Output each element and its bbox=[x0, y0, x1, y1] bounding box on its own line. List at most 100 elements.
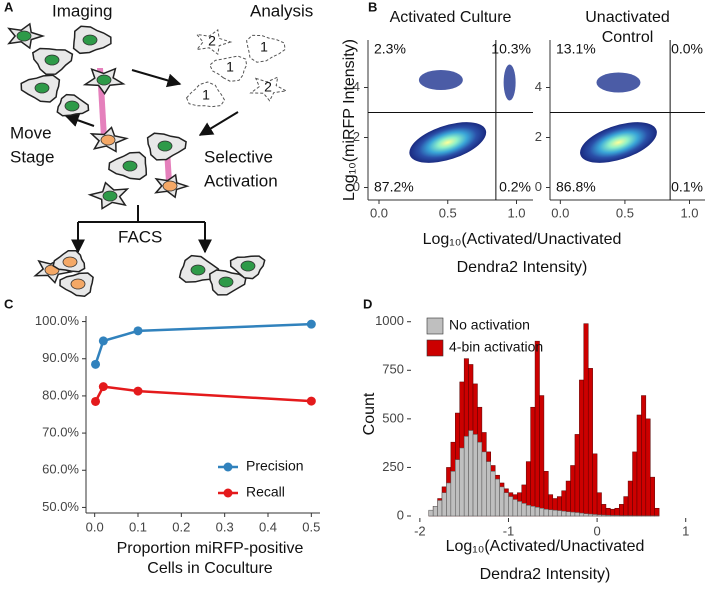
bar bbox=[614, 507, 620, 517]
y-axis-label: Log₁₀(miRFP Intensity) bbox=[341, 39, 358, 201]
cell-id: 2 bbox=[208, 33, 216, 49]
y-tick-label: 4 bbox=[535, 79, 542, 94]
bar bbox=[530, 406, 536, 517]
bar bbox=[610, 508, 616, 517]
quadrant-label: 87.2% bbox=[374, 179, 414, 195]
quadrant-label: 86.8% bbox=[556, 179, 596, 195]
density-cluster bbox=[503, 64, 516, 101]
bar bbox=[437, 500, 443, 517]
bar bbox=[534, 507, 540, 517]
bar bbox=[632, 451, 638, 517]
bar bbox=[463, 436, 469, 517]
bar bbox=[596, 492, 602, 517]
bar bbox=[579, 379, 585, 517]
bar bbox=[579, 512, 585, 517]
x-tick-label: 0.1 bbox=[129, 519, 147, 534]
series-line bbox=[94, 385, 312, 403]
bar bbox=[494, 478, 500, 517]
nucleus bbox=[157, 140, 173, 152]
step-label: Imaging bbox=[52, 1, 112, 20]
x-axis-label: Log₁₀(Activated/Unactivated bbox=[446, 538, 645, 555]
bar bbox=[570, 465, 576, 517]
y-tick-label: 2 bbox=[353, 129, 360, 144]
x-tick-label: 1.0 bbox=[507, 205, 525, 220]
bar bbox=[548, 509, 554, 517]
x-tick-label: 1 bbox=[682, 523, 689, 538]
bar bbox=[605, 507, 611, 517]
bar bbox=[574, 434, 580, 517]
chart-title: Unactivated bbox=[585, 9, 670, 26]
series-line bbox=[94, 322, 312, 365]
nucleus bbox=[96, 74, 112, 86]
bar bbox=[481, 451, 487, 517]
panel-label: A bbox=[4, 0, 14, 14]
panel-label: B bbox=[368, 0, 377, 14]
x-tick-label: 0.4 bbox=[259, 519, 277, 534]
bar bbox=[561, 510, 567, 517]
bar bbox=[650, 476, 655, 517]
panel-label: C bbox=[4, 296, 14, 311]
nucleus bbox=[82, 34, 98, 46]
x-tick-label: 0.3 bbox=[216, 519, 234, 534]
bar bbox=[486, 461, 492, 517]
bar bbox=[623, 496, 629, 517]
quadrant-label: 13.1% bbox=[556, 41, 596, 57]
x-tick-label: 0.5 bbox=[439, 205, 457, 220]
bar bbox=[490, 471, 496, 517]
y-tick-label: 60.0% bbox=[42, 462, 79, 477]
panel-label: D bbox=[363, 296, 372, 311]
bar bbox=[565, 511, 571, 517]
step-label: FACS bbox=[118, 227, 162, 246]
bar bbox=[583, 323, 589, 517]
x-tick-label: 0.0 bbox=[370, 205, 388, 220]
y-tick-label: 80.0% bbox=[42, 387, 79, 402]
bar bbox=[539, 507, 545, 517]
y-tick-label: 4 bbox=[353, 79, 360, 94]
bar bbox=[446, 482, 452, 517]
legend-label: Recall bbox=[246, 484, 285, 500]
bar bbox=[468, 430, 474, 517]
bar bbox=[627, 480, 633, 517]
analysis-outline bbox=[186, 81, 226, 108]
step-label: Stage bbox=[10, 147, 54, 166]
bar bbox=[587, 368, 593, 517]
x-tick-label: 0.2 bbox=[172, 519, 190, 534]
x-tick-label: -2 bbox=[414, 523, 426, 538]
bar bbox=[428, 509, 434, 517]
quadrant-label: 0.2% bbox=[499, 179, 531, 195]
y-tick-label: 1000 bbox=[375, 313, 404, 328]
bar bbox=[601, 514, 607, 517]
bar bbox=[596, 514, 602, 517]
bar bbox=[441, 492, 447, 517]
bar bbox=[543, 508, 549, 517]
bar bbox=[450, 471, 456, 517]
x-axis-label: Log₁₀(Activated/Unactivated bbox=[423, 231, 622, 248]
bar bbox=[459, 447, 465, 517]
point bbox=[98, 336, 108, 346]
analysis-outline bbox=[246, 34, 286, 63]
cell-id: 1 bbox=[260, 39, 268, 55]
bar bbox=[610, 515, 616, 517]
point bbox=[98, 382, 108, 392]
bar bbox=[508, 496, 514, 517]
bar bbox=[618, 504, 624, 517]
bar bbox=[587, 513, 593, 517]
quadrant-label: 0.1% bbox=[671, 179, 703, 195]
density-cluster bbox=[580, 122, 657, 163]
point bbox=[133, 326, 143, 336]
arrow bbox=[131, 69, 182, 88]
y-tick-label: 2 bbox=[535, 129, 542, 144]
density-cluster bbox=[409, 122, 487, 163]
y-tick-label: 0 bbox=[535, 179, 542, 194]
step-label: Move bbox=[10, 123, 52, 142]
nucleus bbox=[122, 160, 138, 172]
y-tick-label: 0 bbox=[353, 179, 360, 194]
quadrant-label: 0.0% bbox=[671, 41, 703, 57]
bar bbox=[521, 503, 527, 517]
nucleus bbox=[100, 134, 116, 146]
bar bbox=[530, 506, 536, 517]
nucleus bbox=[218, 276, 234, 288]
nucleus bbox=[70, 278, 86, 290]
bar bbox=[574, 512, 580, 517]
